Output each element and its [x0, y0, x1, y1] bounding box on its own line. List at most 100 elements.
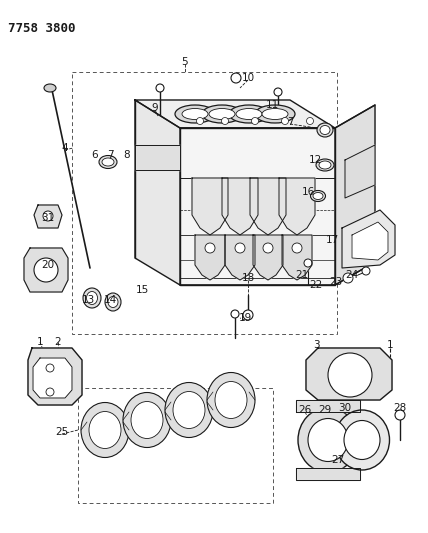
Polygon shape	[195, 235, 225, 280]
Circle shape	[222, 117, 229, 125]
Text: 10: 10	[241, 73, 255, 83]
Text: 31: 31	[42, 213, 55, 223]
Ellipse shape	[83, 288, 101, 308]
Ellipse shape	[262, 109, 288, 119]
Circle shape	[46, 388, 54, 396]
Text: 18: 18	[241, 273, 255, 283]
Text: 30: 30	[339, 403, 351, 413]
Circle shape	[34, 258, 58, 282]
Ellipse shape	[99, 156, 117, 168]
Circle shape	[328, 353, 372, 397]
Circle shape	[231, 73, 241, 83]
Circle shape	[243, 310, 253, 320]
Polygon shape	[135, 145, 180, 170]
Text: 28: 28	[393, 403, 407, 413]
Bar	[72, 72, 337, 334]
Text: 11: 11	[265, 100, 279, 110]
Circle shape	[263, 243, 273, 253]
Text: 7: 7	[287, 117, 293, 127]
Polygon shape	[24, 248, 68, 292]
Circle shape	[274, 88, 282, 96]
Text: 24: 24	[345, 270, 359, 280]
Circle shape	[196, 117, 203, 125]
Circle shape	[306, 117, 313, 125]
Ellipse shape	[344, 421, 380, 459]
Polygon shape	[28, 348, 82, 405]
Polygon shape	[296, 400, 360, 412]
Ellipse shape	[175, 105, 215, 123]
Text: 14: 14	[104, 295, 116, 305]
Circle shape	[156, 84, 164, 92]
Text: 17: 17	[325, 235, 339, 245]
Circle shape	[292, 243, 302, 253]
Text: 8: 8	[124, 150, 130, 160]
Ellipse shape	[173, 392, 205, 429]
Text: 26: 26	[298, 405, 312, 415]
Polygon shape	[180, 128, 335, 285]
Ellipse shape	[313, 192, 323, 199]
Text: 6: 6	[92, 150, 98, 160]
Polygon shape	[34, 205, 62, 228]
Ellipse shape	[310, 190, 326, 201]
Ellipse shape	[207, 373, 255, 427]
Circle shape	[343, 273, 353, 283]
Polygon shape	[135, 100, 180, 285]
Text: 20: 20	[42, 260, 54, 270]
Text: 22: 22	[309, 280, 323, 290]
Circle shape	[395, 410, 405, 420]
Circle shape	[231, 310, 239, 318]
Circle shape	[362, 267, 370, 275]
Ellipse shape	[298, 408, 358, 472]
Text: 15: 15	[135, 285, 149, 295]
Circle shape	[205, 243, 215, 253]
Circle shape	[43, 211, 53, 221]
Circle shape	[304, 259, 312, 267]
Text: 9: 9	[152, 103, 158, 113]
Ellipse shape	[319, 161, 331, 169]
Polygon shape	[306, 348, 392, 400]
Polygon shape	[33, 358, 72, 398]
Polygon shape	[345, 145, 375, 198]
Text: 12: 12	[309, 155, 321, 165]
Text: 29: 29	[318, 405, 332, 415]
Bar	[78, 388, 273, 503]
Text: 25: 25	[55, 427, 68, 437]
Ellipse shape	[131, 401, 163, 439]
Ellipse shape	[308, 418, 348, 462]
Text: 7758 3800: 7758 3800	[8, 22, 75, 35]
Polygon shape	[296, 468, 360, 480]
Text: 2: 2	[55, 337, 61, 347]
Text: 23: 23	[330, 277, 343, 287]
Ellipse shape	[316, 159, 334, 171]
Text: 19: 19	[238, 313, 252, 323]
Polygon shape	[222, 178, 258, 235]
Polygon shape	[192, 178, 228, 235]
Polygon shape	[135, 100, 335, 128]
Polygon shape	[335, 105, 375, 285]
Ellipse shape	[182, 109, 208, 119]
Polygon shape	[253, 235, 283, 280]
Polygon shape	[279, 178, 315, 235]
Text: 13: 13	[81, 295, 95, 305]
Text: 1: 1	[386, 340, 393, 350]
Ellipse shape	[209, 109, 235, 119]
Ellipse shape	[317, 123, 333, 137]
Polygon shape	[342, 210, 395, 268]
Text: 4: 4	[62, 143, 68, 153]
Polygon shape	[250, 178, 286, 235]
Text: 27: 27	[331, 455, 345, 465]
Circle shape	[282, 117, 288, 125]
Ellipse shape	[108, 296, 118, 308]
Text: 1: 1	[37, 337, 43, 347]
Ellipse shape	[44, 84, 56, 92]
Ellipse shape	[255, 105, 295, 123]
Text: 21: 21	[295, 270, 309, 280]
Ellipse shape	[320, 125, 330, 134]
Ellipse shape	[335, 410, 389, 470]
Ellipse shape	[105, 293, 121, 311]
Ellipse shape	[215, 382, 247, 418]
Text: 5: 5	[182, 57, 188, 67]
Ellipse shape	[229, 105, 269, 123]
Circle shape	[252, 117, 259, 125]
Ellipse shape	[86, 292, 98, 304]
